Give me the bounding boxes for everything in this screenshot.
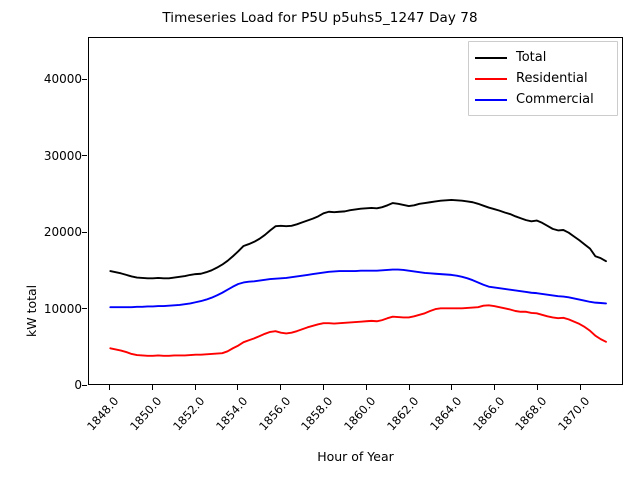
y-tick-mark [82, 231, 87, 233]
x-tick-label: 1850.0 [127, 394, 165, 434]
x-tick-mark [451, 385, 453, 390]
y-tick-label: 40000 [43, 72, 82, 87]
x-axis-label: Hour of Year [317, 449, 394, 464]
legend-label-total: Total [516, 50, 547, 65]
x-tick-label: 1868.0 [512, 394, 550, 434]
y-tick-label: 30000 [43, 148, 82, 163]
chart-legend: Total Residential Commercial [468, 41, 618, 116]
x-tick-mark [151, 385, 153, 390]
x-tick-label: 1862.0 [384, 394, 422, 434]
y-tick-labels: 0 10000 20000 30000 40000 [18, 0, 82, 480]
legend-label-residential: Residential [516, 71, 588, 86]
x-tick-mark [194, 385, 196, 390]
x-tick-mark [322, 385, 324, 390]
series-canvas [109, 199, 607, 357]
y-tick-label: 20000 [43, 225, 82, 240]
y-tick-label: 10000 [43, 301, 82, 316]
legend-entry-commercial: Commercial [475, 89, 610, 110]
x-tick-label: 1852.0 [170, 394, 208, 434]
series-line-residential [109, 304, 607, 357]
x-tick-label: 1864.0 [426, 394, 465, 434]
y-tick-label: 0 [74, 378, 82, 392]
y-tick-mark [82, 308, 87, 310]
x-tick-label: 1854.0 [212, 394, 251, 434]
legend-entry-total: Total [475, 47, 610, 68]
x-tick-label: 1848.0 [84, 394, 122, 434]
legend-swatch-total [475, 56, 507, 59]
legend-swatch-residential [475, 77, 507, 80]
x-tick-mark [280, 385, 282, 390]
x-tick-label: 1856.0 [255, 394, 293, 434]
x-tick-mark [494, 385, 496, 390]
x-tick-mark [579, 385, 581, 390]
plot-area [88, 37, 623, 385]
x-tick-mark [536, 385, 538, 390]
x-tick-mark [237, 385, 239, 390]
legend-entry-residential: Residential [475, 68, 610, 89]
legend-swatch-commercial [475, 98, 507, 101]
x-tick-label: 1870.0 [555, 394, 593, 434]
y-tick-mark [82, 78, 87, 80]
y-tick-mark [82, 155, 87, 157]
legend-label-commercial: Commercial [516, 92, 594, 107]
x-tick-label: 1866.0 [469, 394, 507, 434]
series-line-total [109, 199, 607, 280]
x-tick-mark [108, 385, 110, 390]
x-tick-label: 1860.0 [341, 394, 379, 434]
x-tick-mark [365, 385, 367, 390]
y-tick-mark [82, 384, 87, 386]
x-tick-mark [408, 385, 410, 390]
series-line-commercial [109, 268, 607, 309]
chart-title: Timeseries Load for P5U p5uhs5_1247 Day … [162, 10, 478, 26]
x-tick-label: 1858.0 [298, 394, 336, 434]
